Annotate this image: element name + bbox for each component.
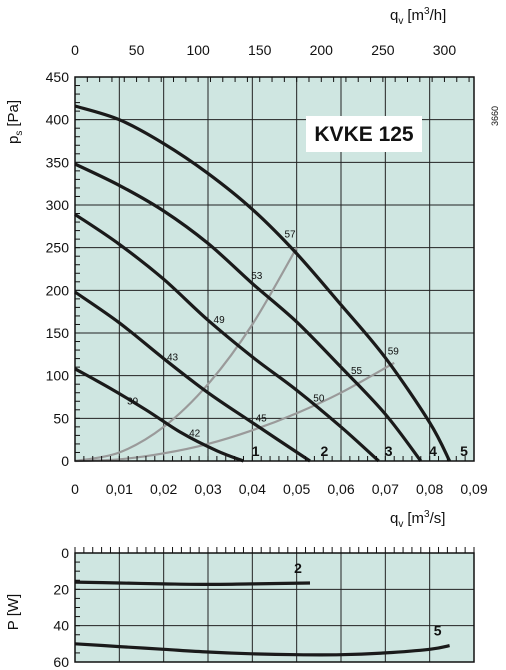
x2-tick-label: 0 — [71, 42, 79, 58]
efficiency-label: 42 — [189, 428, 201, 439]
y-axis-label: ps[Pa] — [5, 100, 25, 144]
efficiency-label: 53 — [251, 271, 263, 282]
power-curves: 25 — [74, 560, 450, 657]
power-y-tick-label: 0 — [61, 545, 69, 561]
power-y-axis-label: P [W] — [5, 594, 22, 630]
fan-curve-1 — [74, 367, 245, 463]
power-plot-area — [75, 553, 474, 662]
power-curve-number-label: 5 — [434, 623, 442, 639]
x-tick-label: 0,09 — [460, 481, 487, 497]
power-tick-labels: 0 20 40 60 — [53, 545, 69, 670]
efficiency-label: 49 — [214, 315, 226, 326]
curve-number-label: 3 — [385, 443, 393, 459]
efficiency-label: 45 — [256, 414, 268, 425]
system-curve — [74, 247, 298, 463]
y-tick-label: 250 — [46, 240, 70, 256]
power-curve-number-label: 2 — [294, 560, 302, 576]
x-tick-label: 0,07 — [372, 481, 399, 497]
power-y-tick-label: 20 — [53, 581, 69, 597]
y-tick-label: 350 — [46, 154, 70, 170]
fan-curve-2 — [74, 290, 311, 463]
y-tick-label: 400 — [46, 112, 70, 128]
system-curves — [74, 247, 395, 463]
x-tick-label: 0,05 — [283, 481, 310, 497]
curve-number-label: 1 — [252, 443, 260, 459]
chart-code: 3660 — [490, 106, 500, 126]
x2-tick-label: 250 — [371, 42, 395, 58]
system-curve — [74, 361, 395, 463]
x-tick-label: 0,08 — [416, 481, 443, 497]
power-curve-2 — [74, 580, 311, 587]
bottom-axis-label: qv [m3/s] — [390, 509, 445, 530]
power-y-tick-label: 40 — [53, 618, 69, 634]
power-grid — [75, 553, 474, 662]
main-grid — [75, 77, 474, 461]
power-tick-marks — [74, 547, 475, 663]
x-tick-label: 0,02 — [150, 481, 177, 497]
efficiency-label: 57 — [284, 229, 296, 240]
y-tick-label: 0 — [61, 453, 69, 469]
efficiency-label: 50 — [313, 393, 325, 404]
y-tick-label: 450 — [46, 69, 70, 85]
efficiency-label: 55 — [351, 366, 363, 377]
y-tick-label: 100 — [46, 368, 70, 384]
power-y-tick-label: 60 — [53, 654, 69, 670]
y-tick-label: 200 — [46, 282, 70, 298]
fan-curve-3 — [74, 213, 380, 463]
x2-tick-label: 150 — [248, 42, 272, 58]
x2-tick-label: 300 — [433, 42, 457, 58]
title-box — [306, 116, 422, 152]
top-axis-label: qv [m3/h] — [390, 6, 446, 27]
y-tick-label: 300 — [46, 197, 70, 213]
fan-curves — [74, 104, 452, 463]
y-tick-label: 50 — [53, 410, 69, 426]
x-tick-label: 0,06 — [327, 481, 354, 497]
x2-tick-label: 100 — [186, 42, 210, 58]
main-tick-labels: 0 0,01 0,02 0,03 0,04 0,05 0,06 0,07 0,08 0,09050… — [46, 42, 488, 497]
chart-title: KVKE 125 — [314, 123, 414, 146]
efficiency-label: 43 — [167, 352, 179, 363]
x-tick-label: 0 — [71, 481, 79, 497]
main-plot-frame — [74, 76, 475, 462]
main-tick-marks — [74, 76, 475, 462]
fan-curve-4 — [74, 162, 423, 462]
curve-number-label: 4 — [429, 443, 437, 459]
x-tick-label: 0,01 — [106, 481, 133, 497]
fan-curve-5 — [74, 104, 452, 462]
x2-tick-label: 200 — [310, 42, 334, 58]
y-tick-label: 150 — [46, 325, 70, 341]
power-curve-5 — [74, 642, 450, 657]
efficiency-label: 59 — [388, 346, 400, 357]
curve-number-label: 5 — [460, 443, 468, 459]
curve-number-label: 2 — [321, 443, 329, 459]
efficiency-label: 39 — [127, 397, 139, 408]
x-tick-label: 0,03 — [194, 481, 221, 497]
x-tick-label: 0,04 — [239, 481, 266, 497]
x2-tick-label: 50 — [129, 42, 145, 58]
